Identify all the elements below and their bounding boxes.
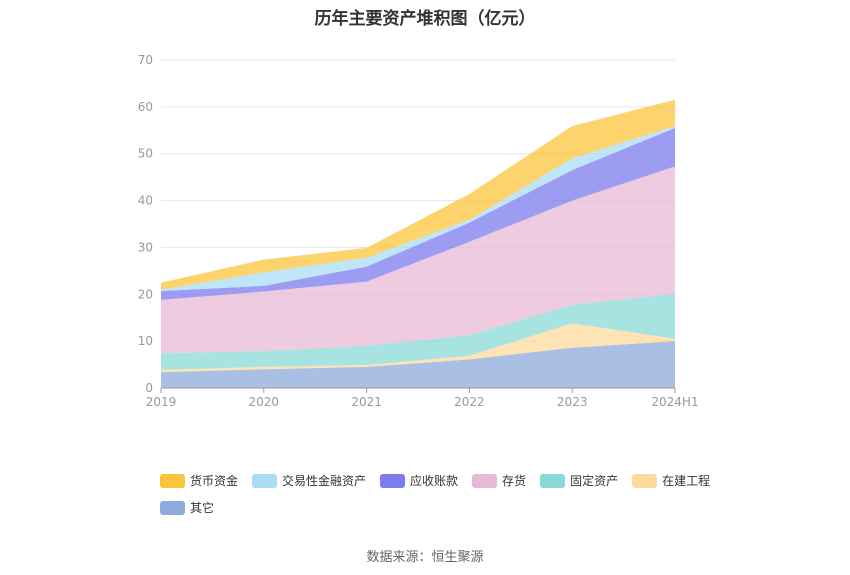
x-tick-label: 2021	[351, 395, 382, 409]
legend-item[interactable]: 其它	[160, 499, 214, 516]
legend-swatch	[252, 473, 278, 488]
legend-swatch	[160, 473, 185, 488]
legend-swatch	[380, 473, 406, 488]
area-layer	[161, 99, 675, 388]
area-存货	[161, 166, 675, 354]
y-tick-label: 10	[138, 334, 153, 348]
legend-item[interactable]: 货币资金	[160, 472, 238, 489]
legend-item[interactable]: 交易性金融资产	[252, 472, 366, 489]
legend-label: 固定资产	[570, 474, 619, 488]
legend-label: 存货	[502, 474, 527, 488]
y-tick-label: 70	[138, 53, 153, 67]
legend-item[interactable]: 固定资产	[540, 472, 618, 489]
y-tick-label: 60	[138, 100, 153, 114]
x-tick-label: 2024H1	[651, 395, 698, 409]
legend-label: 其它	[190, 501, 215, 515]
legend-swatch	[632, 473, 658, 488]
legend-label: 交易性金融资产	[282, 474, 367, 488]
y-tick-label: 40	[138, 194, 153, 208]
legend-label: 应收账款	[410, 474, 459, 488]
x-tick-label: 2023	[557, 395, 588, 409]
data-source: 数据来源：恒生聚源	[366, 550, 484, 565]
legend-swatch	[160, 500, 185, 515]
legend-label: 货币资金	[190, 474, 239, 488]
legend-item[interactable]: 应收账款	[380, 472, 458, 489]
legend-item[interactable]: 在建工程	[632, 472, 710, 489]
legend-swatch	[472, 473, 498, 488]
x-tick-label: 2019	[146, 395, 177, 409]
legend-swatch	[540, 473, 566, 488]
legend-label: 在建工程	[662, 474, 711, 488]
y-tick-label: 0	[145, 381, 153, 395]
legend-item[interactable]: 存货	[472, 472, 526, 489]
area-其它	[161, 341, 675, 388]
x-tick-label: 2022	[454, 395, 485, 409]
y-tick-label: 30	[138, 240, 153, 254]
x-tick-label: 2020	[249, 395, 280, 409]
legend: 货币资金 交易性金融资产 应收账款 存货 固定资产 在建工程其它	[160, 472, 720, 516]
area-货币资金	[161, 99, 675, 290]
area-在建工程	[161, 323, 675, 373]
chart-title: 历年主要资产堆积图（亿元）	[314, 9, 536, 29]
axis-layer: 0 10 20 30 40 50 60 70 2019 2020 2021 2022 2023 2024H…	[138, 53, 699, 409]
area-交易性金融资产	[161, 126, 675, 291]
y-tick-label: 50	[138, 147, 153, 161]
y-tick-label: 20	[138, 287, 153, 301]
area-固定资产	[161, 293, 675, 370]
